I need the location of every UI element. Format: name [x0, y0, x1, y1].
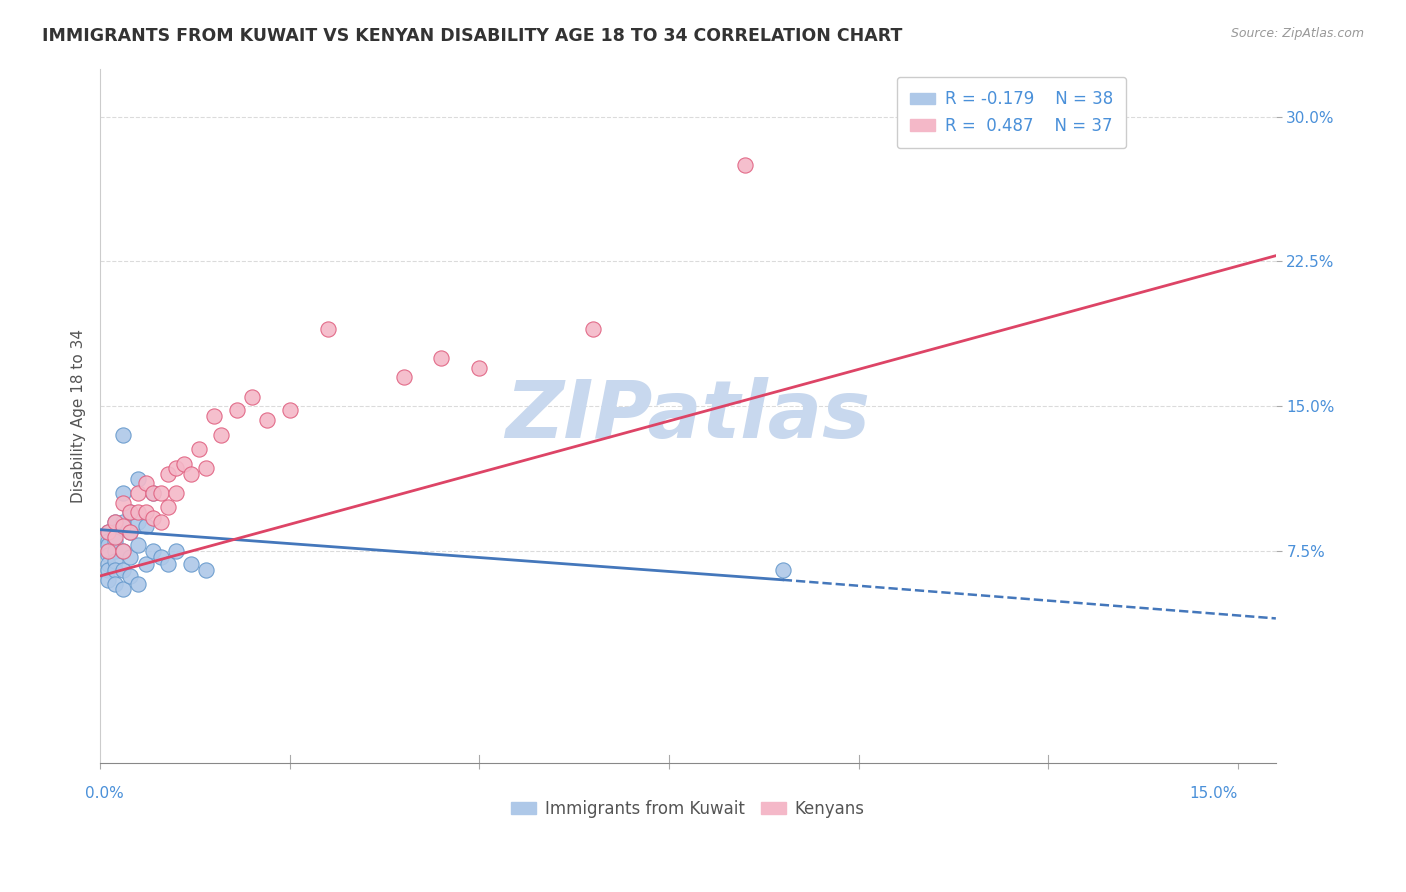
- Point: [104, 530, 127, 544]
- Point: [111, 515, 134, 529]
- Point: [111, 518, 134, 533]
- Point: [165, 544, 187, 558]
- Point: [240, 390, 263, 404]
- Point: [97, 538, 120, 552]
- Point: [225, 403, 247, 417]
- Point: [202, 409, 225, 423]
- Point: [111, 582, 134, 597]
- Point: [256, 412, 278, 426]
- Point: [97, 558, 120, 572]
- Text: 15.0%: 15.0%: [1189, 786, 1237, 801]
- Point: [157, 500, 180, 514]
- Text: 0.0%: 0.0%: [84, 786, 124, 801]
- Point: [582, 322, 605, 336]
- Point: [142, 486, 165, 500]
- Text: Source: ZipAtlas.com: Source: ZipAtlas.com: [1230, 27, 1364, 40]
- Point: [127, 473, 149, 487]
- Point: [120, 524, 142, 539]
- Point: [135, 505, 157, 519]
- Point: [316, 322, 339, 336]
- Point: [149, 515, 172, 529]
- Point: [111, 563, 134, 577]
- Point: [127, 576, 149, 591]
- Point: [195, 461, 218, 475]
- Point: [104, 544, 127, 558]
- Point: [120, 524, 142, 539]
- Point: [211, 428, 233, 442]
- Point: [135, 476, 157, 491]
- Text: ZIPatlas: ZIPatlas: [506, 376, 870, 455]
- Point: [142, 511, 165, 525]
- Point: [120, 549, 142, 564]
- Y-axis label: Disability Age 18 to 34: Disability Age 18 to 34: [72, 329, 86, 503]
- Point: [97, 524, 120, 539]
- Point: [278, 403, 301, 417]
- Point: [149, 486, 172, 500]
- Point: [104, 553, 127, 567]
- Text: IMMIGRANTS FROM KUWAIT VS KENYAN DISABILITY AGE 18 TO 34 CORRELATION CHART: IMMIGRANTS FROM KUWAIT VS KENYAN DISABIL…: [42, 27, 903, 45]
- Point: [149, 549, 172, 564]
- Point: [772, 563, 794, 577]
- Point: [111, 486, 134, 500]
- Point: [104, 534, 127, 549]
- Point: [97, 524, 120, 539]
- Point: [187, 442, 209, 456]
- Point: [104, 515, 127, 529]
- Point: [97, 534, 120, 549]
- Point: [180, 558, 202, 572]
- Point: [142, 544, 165, 558]
- Point: [127, 538, 149, 552]
- Point: [135, 518, 157, 533]
- Legend: Immigrants from Kuwait, Kenyans: Immigrants from Kuwait, Kenyans: [505, 793, 872, 824]
- Point: [142, 486, 165, 500]
- Point: [120, 505, 142, 519]
- Point: [111, 428, 134, 442]
- Point: [104, 524, 127, 539]
- Point: [97, 563, 120, 577]
- Point: [120, 569, 142, 583]
- Point: [157, 467, 180, 481]
- Point: [97, 573, 120, 587]
- Point: [127, 486, 149, 500]
- Point: [135, 558, 157, 572]
- Point: [127, 505, 149, 519]
- Point: [104, 515, 127, 529]
- Point: [734, 158, 756, 172]
- Point: [97, 548, 120, 562]
- Point: [157, 558, 180, 572]
- Point: [111, 544, 134, 558]
- Point: [120, 505, 142, 519]
- Point: [180, 467, 202, 481]
- Point: [468, 360, 491, 375]
- Point: [111, 544, 134, 558]
- Point: [104, 563, 127, 577]
- Point: [111, 496, 134, 510]
- Point: [104, 576, 127, 591]
- Point: [165, 486, 187, 500]
- Point: [173, 457, 195, 471]
- Point: [392, 370, 415, 384]
- Point: [165, 461, 187, 475]
- Point: [127, 515, 149, 529]
- Point: [430, 351, 453, 365]
- Point: [195, 563, 218, 577]
- Point: [97, 544, 120, 558]
